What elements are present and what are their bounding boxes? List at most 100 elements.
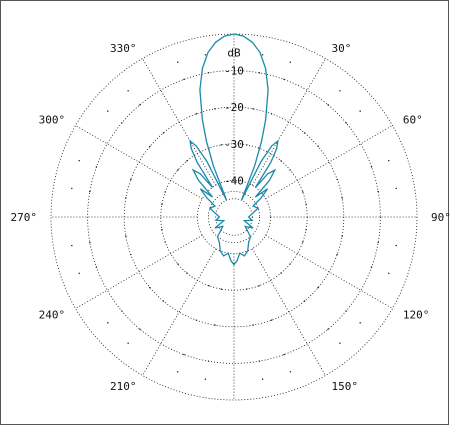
grid-dot <box>207 360 210 362</box>
grid-dot <box>261 54 264 56</box>
grid-dot <box>252 108 254 110</box>
grid-dot <box>183 353 185 356</box>
grid-dot <box>78 272 80 275</box>
grid-dot <box>162 132 165 134</box>
grid-ring-minor <box>207 190 261 244</box>
grid-dot <box>302 191 304 193</box>
grid-spoke <box>75 234 203 309</box>
grid-dot <box>71 244 73 247</box>
grid-dot <box>377 241 379 244</box>
grid-dot <box>204 54 207 56</box>
angle-label-240: 240° <box>39 309 66 322</box>
grid-dot <box>327 104 329 106</box>
grid-dot <box>214 108 216 110</box>
angle-label-330: 330° <box>110 42 137 55</box>
grid-ring-minor <box>215 198 253 236</box>
pattern-line-0 <box>189 33 279 266</box>
grid-dot <box>370 166 373 168</box>
grid-dot <box>258 360 261 362</box>
grid-dot <box>186 272 188 274</box>
grid-dot <box>107 110 109 112</box>
grid-dot <box>359 110 361 112</box>
grid-dot <box>395 244 397 247</box>
grid-dot <box>246 288 248 290</box>
grid-dot <box>327 328 329 330</box>
pattern-series <box>189 33 279 266</box>
grid-dot <box>370 266 373 268</box>
grid-dot <box>388 159 390 162</box>
grid-dot <box>161 229 163 231</box>
grid-dot <box>89 190 91 193</box>
unit-label: dB <box>227 46 241 59</box>
grid-dot <box>289 263 291 265</box>
grid-dot <box>130 253 132 256</box>
grid-dot <box>317 145 319 148</box>
grid-dot <box>195 319 198 321</box>
grid-dot <box>220 144 222 146</box>
grid-spoke <box>251 58 326 186</box>
grid-dot <box>162 300 165 302</box>
grid-dot <box>176 371 179 373</box>
grid-dot <box>289 61 292 63</box>
grid-dot <box>186 160 188 162</box>
grid-dot <box>127 90 129 92</box>
grid-dot <box>246 144 248 146</box>
angle-label-90: 90° <box>431 211 450 224</box>
grid-dot <box>341 235 343 237</box>
grid-dot <box>345 122 347 124</box>
grid-dot <box>149 286 151 289</box>
grid-dot <box>345 310 347 312</box>
grid-dot <box>289 169 291 171</box>
angle-label-270: 270° <box>11 211 38 224</box>
radial-tick-label: -30 <box>224 138 244 151</box>
grid-spoke <box>75 125 203 200</box>
grid-dot <box>341 197 343 199</box>
grid-dot <box>220 288 222 290</box>
polar-grid <box>50 33 418 401</box>
grid-dot <box>139 104 141 106</box>
angle-label-120: 120° <box>403 309 430 322</box>
angle-label-300: 300° <box>39 114 66 127</box>
grid-dot <box>283 78 285 81</box>
angle-label-60: 60° <box>403 114 423 127</box>
radial-tick-label: -20 <box>224 101 244 114</box>
grid-dot <box>139 328 141 330</box>
grid-dot <box>252 324 254 326</box>
grid-ring <box>87 70 381 364</box>
grid-dot <box>125 197 127 199</box>
grid-ring <box>160 143 308 291</box>
grid-dot <box>95 166 98 168</box>
grid-dot <box>258 72 261 74</box>
grid-dot <box>270 113 273 115</box>
grid-dot <box>121 122 123 124</box>
grid-dot <box>283 353 285 356</box>
grid-dot <box>71 187 73 190</box>
grid-dot <box>280 160 282 162</box>
grid-dot <box>261 378 264 380</box>
grid-dot <box>336 178 338 181</box>
grid-dot <box>127 342 129 344</box>
grid-dot <box>164 241 166 243</box>
angle-label-150: 150° <box>332 380 359 393</box>
grid-ring <box>123 106 345 328</box>
grid-dot <box>125 235 127 237</box>
grid-dot <box>208 285 210 287</box>
grid-dot <box>303 300 306 302</box>
grid-dot <box>176 61 179 63</box>
grid-dot <box>95 266 98 268</box>
grid-dot <box>177 263 179 265</box>
grid-dot <box>258 285 260 287</box>
grid-dot <box>183 78 185 81</box>
grid-dot <box>359 322 361 324</box>
grid-spoke <box>251 248 326 376</box>
grid-spoke <box>265 125 393 200</box>
angle-label-30: 30° <box>332 42 352 55</box>
grid-spoke <box>265 234 393 309</box>
grid-dot <box>89 241 91 244</box>
radial-tick-label: -40 <box>224 174 244 187</box>
grid-dot <box>388 272 390 275</box>
grid-ring <box>50 33 418 401</box>
grid-dot <box>149 145 151 148</box>
grid-dot <box>270 319 273 321</box>
grid-dot <box>207 72 210 74</box>
